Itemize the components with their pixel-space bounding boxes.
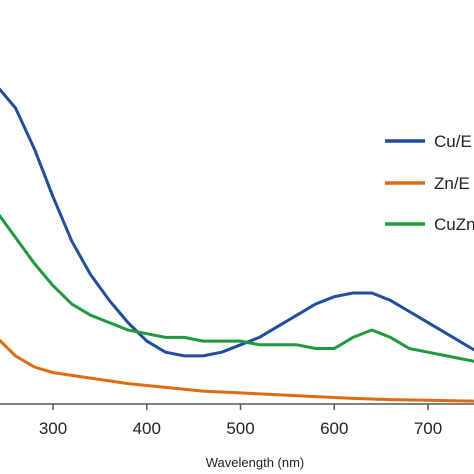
legend: Cu/E Zn/E CuZn (385, 132, 474, 234)
x-tick-label: 400 (133, 419, 161, 438)
x-tick-label: 500 (226, 419, 254, 438)
x-axis-title: Wavelength (nm) (206, 455, 305, 470)
legend-label-2: Zn/E (434, 174, 470, 193)
series-line-3 (0, 213, 474, 363)
tick-layer: 300 400 500 600 700 (39, 404, 442, 438)
series-line-2 (0, 338, 474, 403)
series-layer (0, 87, 474, 403)
x-tick-label: 300 (39, 419, 67, 438)
x-tick-label: 700 (414, 419, 442, 438)
x-tick-label: 600 (320, 419, 348, 438)
legend-label-3: CuZn (434, 215, 474, 234)
series-line-1 (0, 87, 474, 358)
legend-label-1: Cu/E (434, 132, 472, 151)
